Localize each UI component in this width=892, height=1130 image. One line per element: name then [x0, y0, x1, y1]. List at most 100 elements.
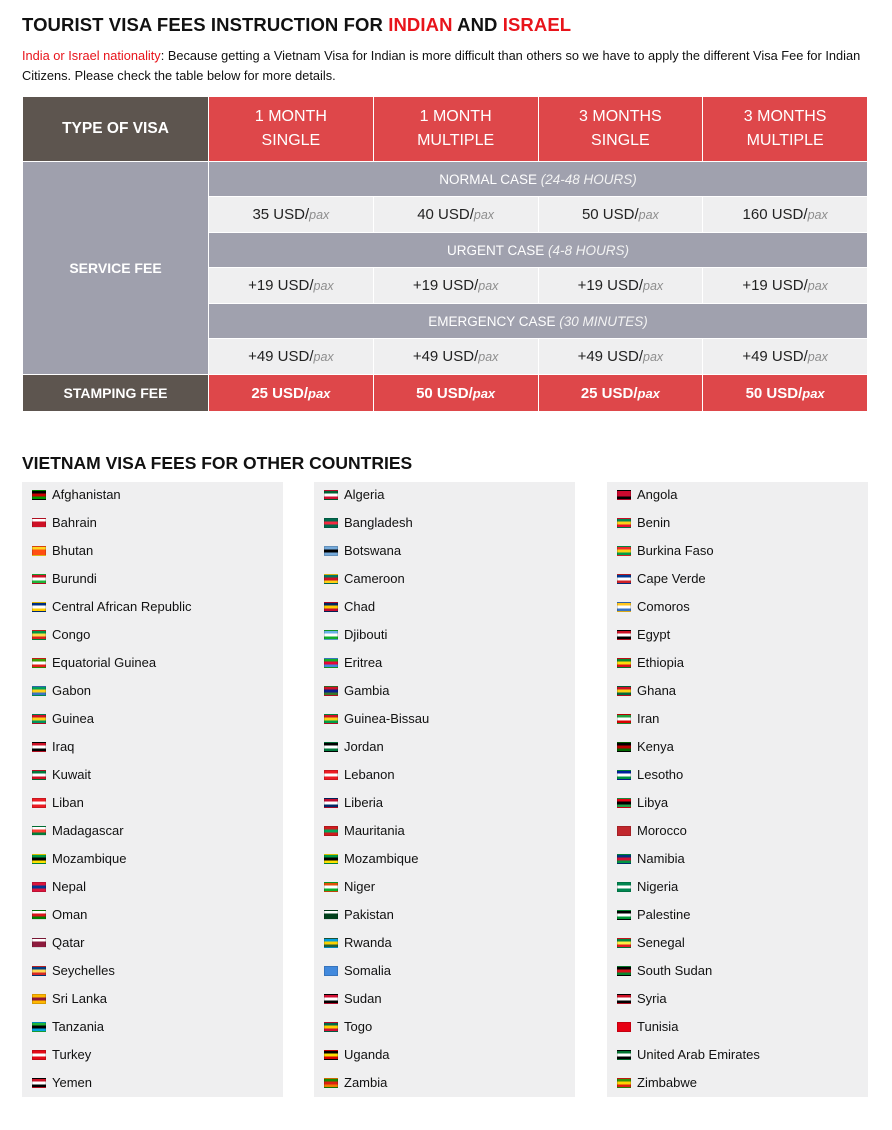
country-name: Cape Verde — [637, 571, 706, 586]
country-name: Madagascar — [52, 823, 124, 838]
country-name: Lebanon — [344, 767, 395, 782]
country-column-3: Angola Benin Burkina Faso Cape Verde Comoros… — [607, 482, 868, 1097]
country-item[interactable]: Mozambique — [324, 850, 575, 878]
country-item[interactable]: Zimbabwe — [617, 1074, 868, 1102]
country-item[interactable]: Djibouti — [324, 626, 575, 654]
country-item[interactable]: Cape Verde — [617, 570, 868, 598]
country-name: Zambia — [344, 1075, 388, 1090]
flag-icon — [617, 938, 631, 948]
country-item[interactable]: Egypt — [617, 626, 868, 654]
flag-icon — [32, 1078, 46, 1088]
flag-icon — [324, 938, 338, 948]
country-name: Iran — [637, 711, 660, 726]
country-item[interactable]: Mozambique — [32, 850, 283, 878]
flag-icon — [324, 490, 338, 500]
country-item[interactable]: Liberia — [324, 794, 575, 822]
country-item[interactable]: Sri Lanka — [32, 990, 283, 1018]
country-item[interactable]: Niger — [324, 878, 575, 906]
country-item[interactable]: Nigeria — [617, 878, 868, 906]
country-item[interactable]: United Arab Emirates — [617, 1046, 868, 1074]
country-item[interactable]: Pakistan — [324, 906, 575, 934]
country-item[interactable]: Zambia — [324, 1074, 575, 1102]
country-item[interactable]: Nepal — [32, 878, 283, 906]
country-item[interactable]: Oman — [32, 906, 283, 934]
country-item[interactable]: Equatorial Guinea — [32, 654, 283, 682]
country-item[interactable]: Liban — [32, 794, 283, 822]
stamping-fee-row: STAMPING FEE 25 USD/pax 50 USD/pax 25 US… — [22, 374, 868, 412]
country-item[interactable]: Afghanistan — [32, 486, 283, 514]
flag-icon — [32, 770, 46, 780]
country-item[interactable]: Qatar — [32, 934, 283, 962]
country-item[interactable]: Chad — [324, 598, 575, 626]
country-name: Togo — [344, 1019, 373, 1034]
country-item[interactable]: Guinea — [32, 710, 283, 738]
fee-cell: +49 USD/pax — [702, 338, 868, 375]
country-item[interactable]: Burkina Faso — [617, 542, 868, 570]
country-item[interactable]: Mauritania — [324, 822, 575, 850]
country-item[interactable]: Benin — [617, 514, 868, 542]
country-item[interactable]: Palestine — [617, 906, 868, 934]
country-item[interactable]: Somalia — [324, 962, 575, 990]
flag-icon — [617, 798, 631, 808]
country-item[interactable]: Cameroon — [324, 570, 575, 598]
country-name: Guinea-Bissau — [344, 711, 430, 726]
country-item[interactable]: Kuwait — [32, 766, 283, 794]
country-item[interactable]: Eritrea — [324, 654, 575, 682]
fee-cell: +19 USD/pax — [372, 267, 539, 304]
flag-icon — [32, 574, 46, 584]
country-name: Gambia — [344, 683, 390, 698]
flag-icon — [617, 574, 631, 584]
country-item[interactable]: South Sudan — [617, 962, 868, 990]
country-item[interactable]: Uganda — [324, 1046, 575, 1074]
title-israel: ISRAEL — [502, 14, 572, 35]
country-item[interactable]: Morocco — [617, 822, 868, 850]
country-item[interactable]: Iraq — [32, 738, 283, 766]
country-item[interactable]: Kenya — [617, 738, 868, 766]
section-name: NORMAL CASE — [439, 171, 537, 187]
country-item[interactable]: Jordan — [324, 738, 575, 766]
flag-icon — [324, 714, 338, 724]
country-name: Mauritania — [344, 823, 405, 838]
flag-icon — [324, 1050, 338, 1060]
flag-icon — [617, 1022, 631, 1032]
country-item[interactable]: Yemen — [32, 1074, 283, 1102]
country-item[interactable]: Ghana — [617, 682, 868, 710]
country-item[interactable]: Bangladesh — [324, 514, 575, 542]
country-item[interactable]: Tunisia — [617, 1018, 868, 1046]
flag-icon — [617, 854, 631, 864]
country-item[interactable]: Namibia — [617, 850, 868, 878]
country-item[interactable]: Guinea-Bissau — [324, 710, 575, 738]
country-item[interactable]: Turkey — [32, 1046, 283, 1074]
country-item[interactable]: Burundi — [32, 570, 283, 598]
country-item[interactable]: Algeria — [324, 486, 575, 514]
flag-icon — [617, 910, 631, 920]
country-item[interactable]: Syria — [617, 990, 868, 1018]
header-1-month-single: 1 MONTH SINGLE — [208, 96, 374, 162]
country-item[interactable]: Ethiopia — [617, 654, 868, 682]
country-item[interactable]: Lesotho — [617, 766, 868, 794]
table-row: URGENT CASE (4-8 HOURS) — [23, 232, 868, 268]
flag-icon — [32, 518, 46, 528]
country-item[interactable]: Gambia — [324, 682, 575, 710]
country-item[interactable]: Libya — [617, 794, 868, 822]
country-item[interactable]: Madagascar — [32, 822, 283, 850]
country-item[interactable]: Tanzania — [32, 1018, 283, 1046]
country-item[interactable]: Lebanon — [324, 766, 575, 794]
country-item[interactable]: Bahrain — [32, 514, 283, 542]
country-item[interactable]: Congo — [32, 626, 283, 654]
country-item[interactable]: Sudan — [324, 990, 575, 1018]
country-item[interactable]: Seychelles — [32, 962, 283, 990]
country-item[interactable]: Rwanda — [324, 934, 575, 962]
fee-cell: 160 USD/pax — [702, 196, 868, 233]
country-item[interactable]: Bhutan — [32, 542, 283, 570]
country-name: Uganda — [344, 1047, 390, 1062]
country-item[interactable]: Gabon — [32, 682, 283, 710]
country-item[interactable]: Comoros — [617, 598, 868, 626]
country-item[interactable]: Senegal — [617, 934, 868, 962]
country-item[interactable]: Central African Republic — [32, 598, 283, 626]
country-item[interactable]: Togo — [324, 1018, 575, 1046]
country-item[interactable]: Iran — [617, 710, 868, 738]
country-item[interactable]: Botswana — [324, 542, 575, 570]
country-item[interactable]: Angola — [617, 486, 868, 514]
header-line: 1 MONTH — [419, 108, 492, 125]
